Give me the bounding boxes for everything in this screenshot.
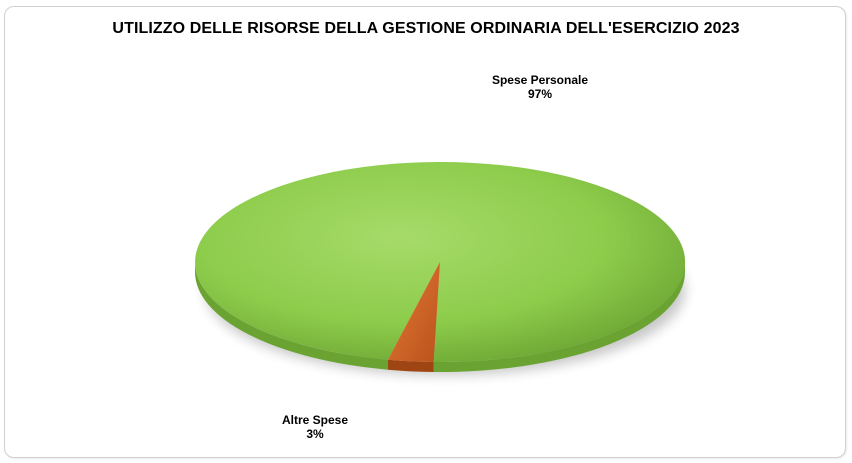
data-label-altre-spese: Altre Spese 3%: [255, 413, 375, 441]
data-label-spese-personale: Spese Personale 97%: [480, 73, 600, 101]
data-label-category: Spese Personale: [491, 73, 589, 87]
data-label-value: 3%: [306, 427, 324, 441]
pie-slice-spese-personale: [195, 162, 686, 363]
pie-slice-side-spese-personale: [195, 262, 388, 370]
data-label-category: Altre Spese: [281, 413, 349, 427]
data-label-value: 97%: [527, 87, 553, 101]
pie-slice-altre-spese: [387, 262, 440, 362]
chart-title: UTILIZZO DELLE RISORSE DELLA GESTIONE OR…: [112, 20, 740, 37]
pie-slice-side-altre-spese: [387, 359, 434, 372]
pie-slice-side-spese-personale: [433, 262, 685, 372]
